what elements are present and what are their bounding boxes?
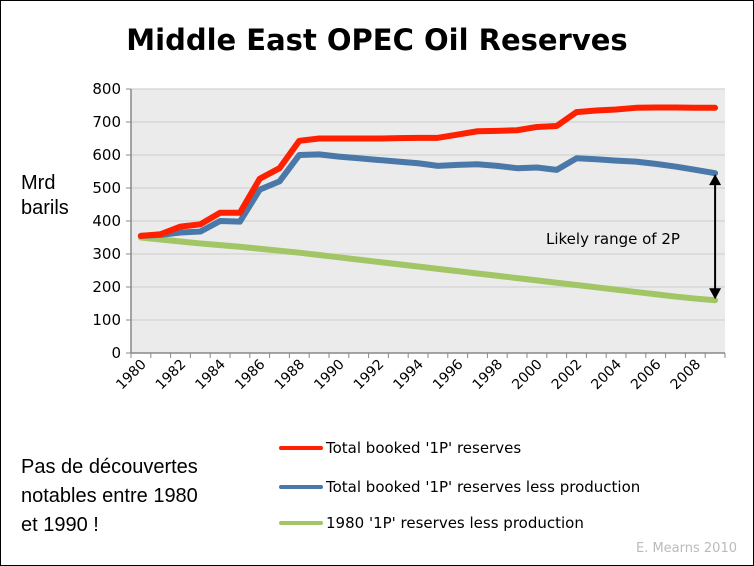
series-line: [137, 151, 719, 239]
annotation-label: Likely range of 2P: [546, 230, 680, 248]
y-tick-label: 300: [92, 245, 121, 263]
series-line: [137, 104, 719, 239]
x-tick-label: 1990: [311, 357, 348, 394]
legend-label: Total booked '1P' reserves: [326, 439, 522, 457]
y-tick-label: 100: [92, 311, 121, 329]
range-arrow-head-down: [709, 288, 722, 300]
x-tick-label: 2004: [588, 356, 625, 393]
y-tick-label: 400: [92, 212, 121, 230]
legend-label: 1980 '1P' reserves less production: [326, 514, 584, 532]
x-tick-label: 1986: [232, 356, 269, 393]
y-axis-label-line: barils: [21, 197, 69, 219]
x-tick-label: 2002: [549, 357, 586, 394]
x-tick-label: 1982: [153, 357, 190, 394]
legend-item: Total booked '1P' reserves less producti…: [279, 478, 640, 496]
y-axis-label-line: Mrd: [21, 172, 56, 194]
note-text: Pas de découvertes notables entre 1980 e…: [21, 453, 198, 540]
legend-item: 1980 '1P' reserves less production: [279, 514, 584, 532]
x-tick-label: 1992: [351, 357, 388, 394]
x-tick-label: 1988: [272, 357, 309, 394]
x-tick-label: 1984: [192, 356, 229, 393]
y-tick-label: 500: [92, 179, 121, 197]
y-tick-label: 600: [92, 146, 121, 164]
range-arrow-head-up: [709, 174, 722, 186]
y-tick-label: 800: [92, 80, 121, 98]
series-line: [137, 234, 719, 304]
x-tick-label: 2006: [628, 356, 665, 393]
x-tick-label: 2008: [668, 357, 705, 394]
legend-item: Total booked '1P' reserves: [279, 439, 521, 457]
legend-swatch: [279, 521, 323, 525]
legend-swatch: [279, 446, 323, 450]
legend-label: Total booked '1P' reserves less producti…: [326, 478, 641, 496]
y-tick-label: 200: [92, 278, 121, 296]
y-axis-label: Mrd barils: [21, 171, 69, 221]
y-tick-label: 700: [92, 113, 121, 131]
x-tick-label: 1996: [430, 356, 467, 393]
chart-title: Middle East OPEC Oil Reserves: [126, 23, 628, 57]
legend-swatch: [279, 485, 323, 489]
note-line: Pas de découvertes: [21, 456, 198, 478]
x-tick-label: 2000: [509, 357, 546, 394]
y-tick-label: 0: [111, 344, 121, 362]
credit: E. Mearns 2010: [635, 541, 737, 556]
x-tick-label: 1994: [390, 356, 427, 393]
note-line: et 1990 !: [21, 514, 99, 536]
note-line: notables entre 1980: [21, 485, 198, 507]
x-tick-label: 1998: [470, 357, 507, 394]
